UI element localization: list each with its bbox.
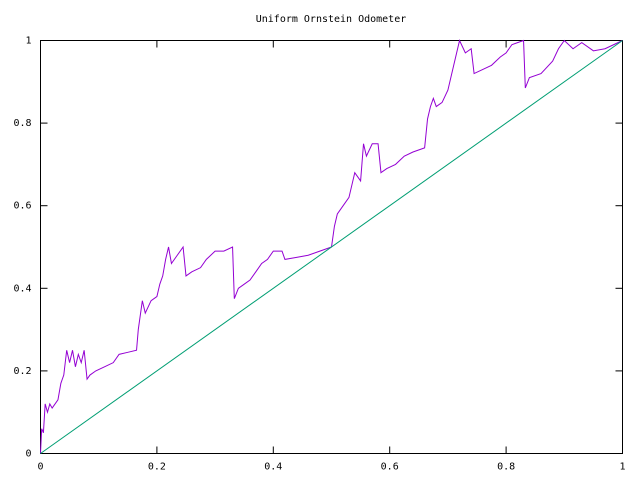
data-line (40, 40, 623, 454)
x-tick-label: 0 (37, 462, 43, 473)
x-tick-label: 0.6 (381, 462, 399, 473)
data-line (40, 38, 623, 454)
y-tick-label: 0.2 (13, 366, 31, 377)
y-tick-label: 1 (25, 36, 31, 47)
x-tick-label: 1 (619, 462, 625, 473)
y-tick-label: 0.6 (13, 201, 31, 212)
x-tick-label: 0.2 (148, 462, 166, 473)
y-tick-label: 0.8 (13, 118, 31, 129)
y-tick-label: 0.4 (13, 283, 31, 294)
x-tick-label: 0.4 (264, 462, 282, 473)
x-tick-label: 0.8 (497, 462, 515, 473)
chart-title: Uniform Ornstein Odometer (256, 14, 407, 25)
y-tick-label: 0 (25, 449, 31, 460)
plot-frame (40, 40, 623, 454)
